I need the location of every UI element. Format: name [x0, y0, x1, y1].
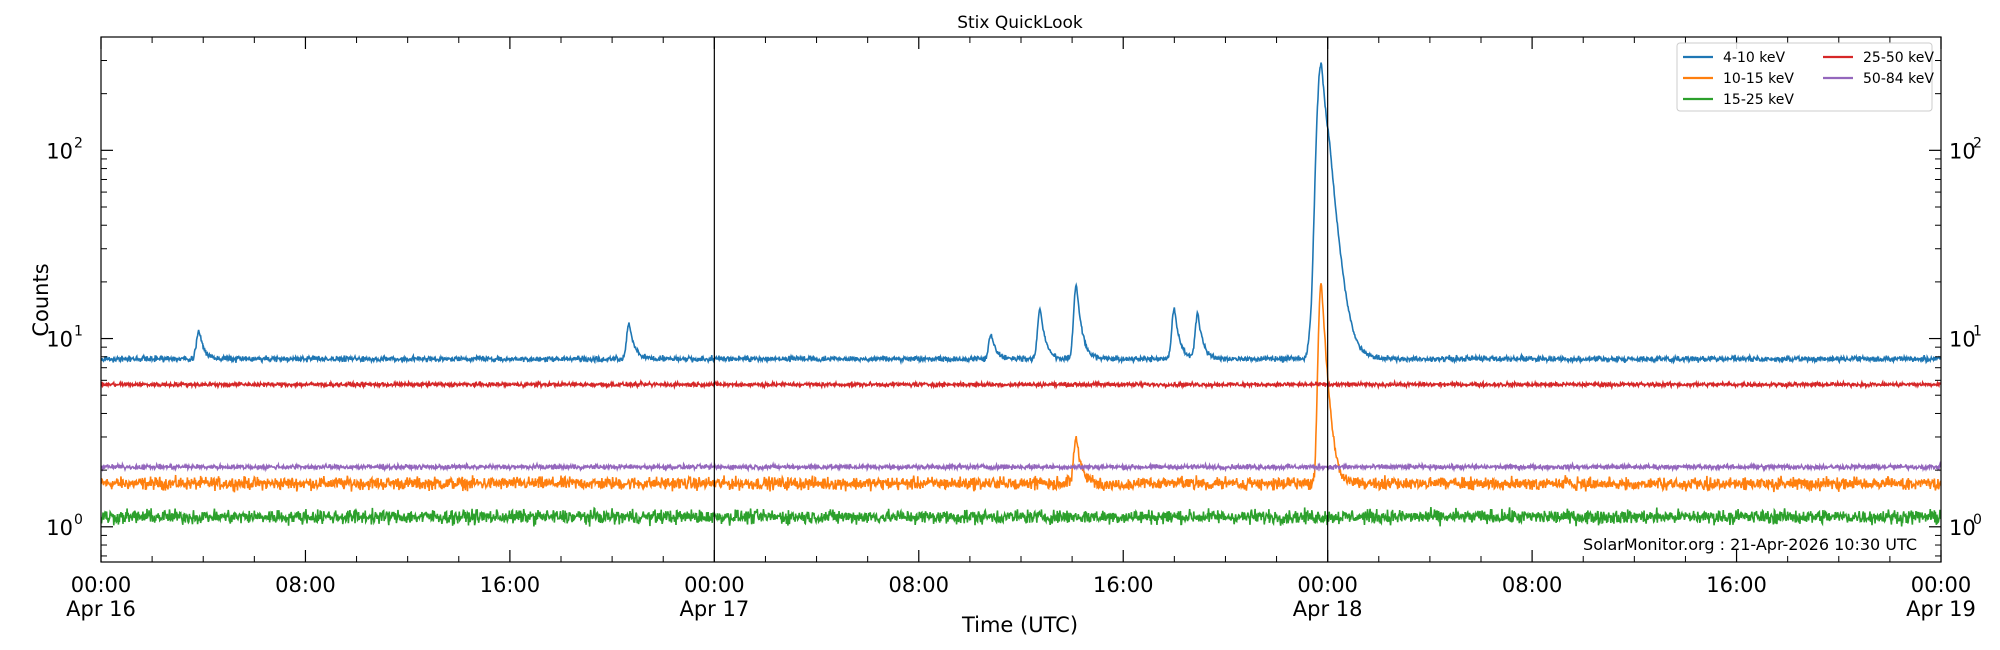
chart-title: Stix QuickLook: [957, 13, 1083, 33]
y-tick-label: 10: [46, 516, 73, 540]
legend-entry-label: 4-10 keV: [1723, 50, 1785, 66]
x-tick-label: 08:00: [889, 573, 950, 597]
y-tick-exponent: 1: [74, 324, 83, 340]
series-line-10-15-kev: [101, 283, 1941, 493]
legend-entry-label: 10-15 keV: [1723, 71, 1794, 87]
x-tick-label: 16:00: [1706, 573, 1767, 597]
legend-entry-label: 25-50 keV: [1863, 50, 1934, 66]
y-tick-exponent: 0: [74, 512, 83, 528]
y-tick-label-right: 10: [1949, 139, 1976, 163]
y-tick-exponent-right: 2: [1973, 135, 1982, 151]
x-tick-label: 16:00: [1093, 573, 1154, 597]
y-tick-exponent: 2: [74, 135, 83, 151]
x-tick-date-label: Apr 17: [679, 597, 749, 621]
x-tick-date-label: Apr 16: [66, 597, 136, 621]
y-tick-exponent-right: 0: [1973, 512, 1982, 528]
vertical-marker-lines: [713, 37, 1329, 562]
series-line-4-10-kev: [101, 62, 1941, 366]
x-tick-label: 16:00: [480, 573, 541, 597]
y-tick-label: 10: [46, 328, 73, 352]
x-tick-label: 08:00: [1502, 573, 1563, 597]
y-axis-label: Counts: [29, 263, 53, 336]
y-tick-label-right: 10: [1949, 516, 1976, 540]
legend-entry-label: 50-84 keV: [1863, 71, 1934, 87]
x-tick-date-label: Apr 18: [1293, 597, 1363, 621]
credit-annotation: SolarMonitor.org : 21-Apr-2026 10:30 UTC: [1583, 535, 1917, 554]
x-axis-label: Time (UTC): [961, 613, 1078, 637]
y-tick-label-right: 10: [1949, 328, 1976, 352]
legend-box: [1676, 42, 1933, 112]
series-line-25-50-kev: [101, 378, 1941, 391]
series-line-15-25-kev: [101, 506, 1941, 527]
series-layer: [101, 62, 1941, 527]
x-tick-date-label: Apr 19: [1906, 597, 1976, 621]
x-tick-label: 00:00: [71, 573, 132, 597]
x-tick-label: 00:00: [1911, 573, 1972, 597]
x-tick-label: 00:00: [1297, 573, 1358, 597]
legend: 4-10 keV 10-15 keV 15-25 keV 25-50 keV 50-84…: [1676, 42, 1934, 112]
series-line-50-84-kev: [101, 460, 1941, 473]
legend-entry-label: 15-25 keV: [1723, 92, 1794, 108]
x-tick-label: 08:00: [275, 573, 336, 597]
x-tick-label: 00:00: [684, 573, 745, 597]
y-tick-exponent-right: 1: [1973, 324, 1982, 340]
y-tick-label: 10: [46, 139, 73, 163]
